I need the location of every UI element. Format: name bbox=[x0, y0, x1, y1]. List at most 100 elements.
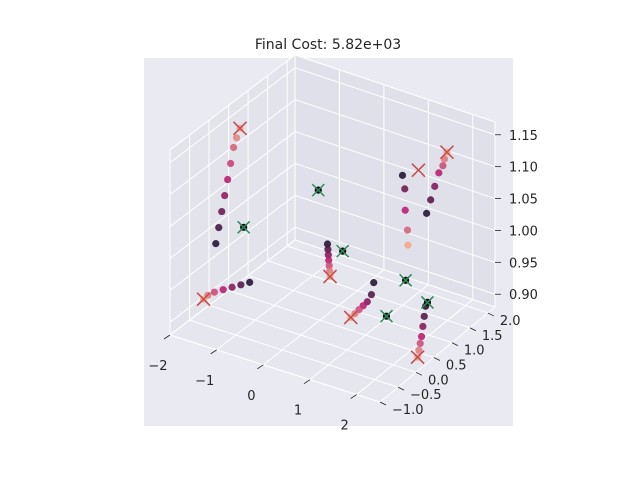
trajectory-point bbox=[370, 279, 378, 287]
trajectory-point bbox=[227, 159, 235, 168]
trajectory-point bbox=[221, 191, 229, 200]
trajectory-point bbox=[325, 262, 333, 270]
trajectory-point bbox=[210, 288, 218, 296]
final-marker bbox=[410, 350, 425, 365]
x-tick-mark bbox=[163, 334, 171, 340]
trajectory-point bbox=[232, 134, 241, 142]
y-tick-label: 0.5 bbox=[446, 358, 467, 373]
initial-marker bbox=[420, 295, 434, 309]
trajectory-point bbox=[324, 251, 332, 259]
gridline-z-left bbox=[169, 67, 296, 164]
y-tick-label: −1.0 bbox=[392, 403, 424, 418]
x-tick-label: 2 bbox=[341, 419, 349, 434]
y-tick-label: 1.5 bbox=[482, 329, 503, 344]
y-tick-mark bbox=[487, 312, 494, 317]
gridline-z-left bbox=[169, 131, 296, 227]
x-tick-label: −2 bbox=[148, 359, 167, 374]
trajectory-point bbox=[417, 332, 426, 341]
final-marker bbox=[411, 163, 426, 178]
x-tick-mark bbox=[210, 349, 217, 355]
gridline-x-floor bbox=[216, 254, 340, 351]
z-tick-label: 1.10 bbox=[509, 161, 538, 176]
z-tick-label: 0.95 bbox=[509, 256, 538, 271]
gridline-z-left bbox=[169, 194, 296, 291]
trajectory-point bbox=[431, 182, 439, 190]
trajectory-point bbox=[228, 283, 236, 291]
trajectory-point bbox=[404, 241, 412, 249]
gridline-z-back bbox=[294, 194, 496, 263]
initial-marker bbox=[399, 273, 413, 287]
initial-marker bbox=[311, 183, 325, 197]
gridline-z-back bbox=[294, 67, 496, 136]
trajectory-point bbox=[419, 322, 427, 331]
trajectory-point bbox=[401, 206, 409, 214]
tick-layer: −2 −1 0 1 2 −1.0−0.50.00.51.01.52.0 0.90 0.95 1.… bbox=[148, 129, 538, 434]
gridline-z-back bbox=[294, 99, 496, 168]
trajectory-point bbox=[218, 207, 226, 216]
trajectory-point bbox=[237, 281, 245, 289]
trajectory-point bbox=[401, 185, 409, 193]
trajectory-point bbox=[416, 339, 424, 348]
gridline-y-floor bbox=[228, 289, 435, 358]
trajectory-point bbox=[212, 240, 220, 248]
z-tick-label: 1.00 bbox=[509, 224, 538, 239]
trajectory-point bbox=[325, 267, 334, 275]
y-tick-label: 0.0 bbox=[428, 373, 449, 388]
z-tick-label: 1.05 bbox=[509, 193, 538, 208]
trajectory-point bbox=[415, 346, 423, 354]
y-tick-label: −0.5 bbox=[410, 388, 442, 403]
initial-marker bbox=[379, 309, 393, 323]
gridline-x-floor bbox=[309, 284, 429, 381]
gridline-y-floor bbox=[247, 275, 453, 344]
initial-marker bbox=[336, 244, 350, 258]
final-marker bbox=[439, 145, 455, 160]
trajectory-point bbox=[325, 256, 333, 264]
y-tick-label: 2.0 bbox=[500, 314, 521, 329]
gridline-y-floor bbox=[208, 304, 417, 373]
trajectory-point bbox=[427, 196, 435, 204]
final-marker bbox=[232, 121, 248, 136]
trajectory-point bbox=[324, 245, 332, 254]
final-marker bbox=[322, 269, 338, 284]
trajectory-point bbox=[423, 209, 431, 217]
y-tick-mark bbox=[469, 327, 477, 332]
trajectory-point bbox=[435, 169, 443, 177]
z-tick-label: 0.90 bbox=[509, 288, 538, 303]
y-tick-label: 1.0 bbox=[464, 344, 485, 359]
trajectory-point bbox=[323, 240, 332, 248]
final-marker bbox=[196, 292, 211, 307]
trajectory-point bbox=[219, 286, 227, 294]
gridline-y-floor bbox=[189, 319, 399, 388]
gridline-z-back bbox=[294, 226, 496, 295]
x-tick-label: 1 bbox=[294, 404, 302, 419]
y-tick-mark bbox=[379, 401, 387, 406]
y-tick-mark bbox=[397, 386, 405, 391]
trajectory-point bbox=[420, 312, 428, 320]
gridline-z-left bbox=[169, 163, 296, 259]
gridline-y-floor bbox=[169, 334, 381, 403]
trajectory-point bbox=[439, 162, 447, 170]
x-tick-mark bbox=[350, 394, 357, 399]
gridline-z-back bbox=[294, 131, 496, 200]
final-marker bbox=[343, 310, 358, 325]
gridline-y-floor bbox=[287, 245, 488, 314]
x-tick-label: 0 bbox=[247, 389, 255, 404]
gridline-z-left bbox=[169, 226, 296, 323]
y-tick-mark bbox=[415, 371, 423, 376]
x-tick-label: −1 bbox=[195, 374, 214, 389]
gridline-x-floor bbox=[356, 299, 474, 395]
data-layer bbox=[196, 121, 455, 365]
initial-marker bbox=[237, 220, 251, 234]
trajectory-point bbox=[367, 291, 376, 299]
y-tick-mark bbox=[433, 357, 441, 361]
x-tick-mark bbox=[257, 364, 264, 370]
trajectory-point bbox=[398, 171, 407, 179]
trajectory-point bbox=[224, 175, 232, 184]
trajectory-point bbox=[403, 226, 412, 234]
x-tick-mark bbox=[303, 379, 311, 384]
gridline-z-back bbox=[294, 162, 496, 231]
trajectory-point bbox=[215, 223, 223, 232]
gridline-x-floor bbox=[263, 269, 385, 366]
trajectory-point bbox=[246, 278, 254, 286]
